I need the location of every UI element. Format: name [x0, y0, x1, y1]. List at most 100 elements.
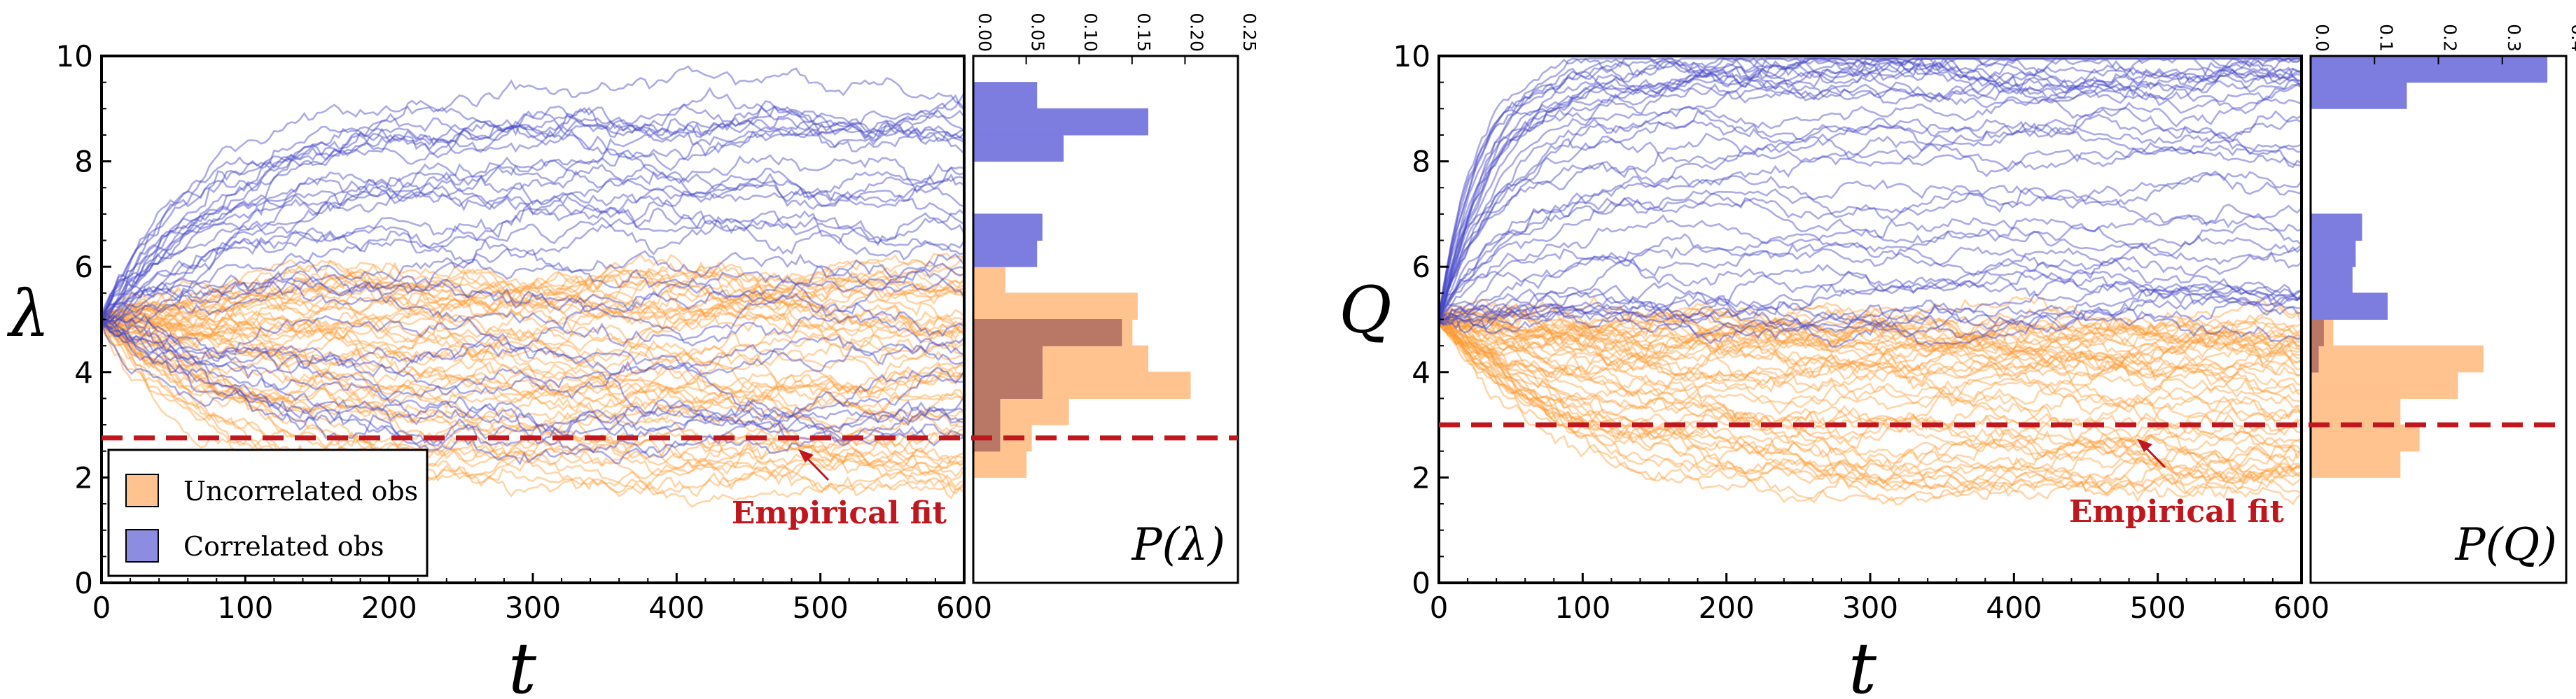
x-tick-label: 0: [92, 591, 111, 625]
correlated-trajectory: [1439, 269, 2302, 325]
hist-bar-overlap: [2310, 319, 2324, 346]
correlated-trajectory: [102, 119, 964, 319]
hist-tick-label: 0.20: [1186, 13, 1206, 52]
correlated-trajectory: [1439, 59, 2302, 323]
uncorrelated-trajectory: [102, 269, 964, 341]
uncorrelated-trajectory: [102, 256, 964, 320]
correlated-trajectory: [102, 320, 964, 440]
correlated-trajectory: [1439, 148, 2302, 320]
correlated-trajectory: [1439, 57, 2302, 319]
uncorrelated-trajectory: [1439, 316, 2302, 443]
uncorrelated-trajectory: [1439, 311, 2302, 395]
correlated-trajectory: [102, 265, 964, 330]
uncorrelated-trajectory: [1439, 318, 2302, 485]
x-tick-label: 200: [1699, 591, 1755, 625]
fit-label-lambda: Empirical fit: [732, 495, 947, 531]
uncorrelated-trajectory: [102, 313, 964, 445]
uncorrelated-trajectory: [102, 270, 964, 360]
x-tick-label: 200: [361, 591, 417, 625]
correlated-trajectory: [1439, 82, 2302, 317]
uncorrelated-trajectory: [1439, 301, 2302, 356]
correlated-trajectory: [1439, 285, 2302, 348]
y-tick-label: 2: [1412, 460, 1430, 495]
uncorrelated-trajectory: [1439, 319, 2302, 431]
uncorrelated-trajectory: [102, 283, 964, 344]
hist-bar-correlated: [973, 240, 1038, 267]
uncorrelated-trajectory: [1439, 316, 2302, 367]
hist-tick-label: 0.2: [2440, 24, 2460, 52]
hist-bar-uncorrelated: [2310, 397, 2401, 425]
hist-tick-label: 0.05: [1028, 13, 1048, 52]
uncorrelated-trajectory: [1439, 318, 2302, 407]
y-tick-label: 8: [74, 145, 93, 179]
x-tick-label: 500: [793, 591, 849, 625]
uncorrelated-trajectory: [102, 285, 964, 337]
hist-bar-correlated: [973, 82, 1038, 109]
correlated-trajectory: [102, 87, 964, 320]
correlated-trajectory: [102, 105, 964, 318]
correlated-trajectory: [102, 199, 964, 315]
correlated-trajectory: [102, 103, 964, 316]
uncorrelated-trajectory: [102, 271, 964, 330]
uncorrelated-trajectory: [102, 296, 964, 353]
uncorrelated-trajectory: [1439, 320, 2302, 490]
correlated-trajectory: [102, 128, 964, 323]
uncorrelated-trajectory: [1439, 311, 2302, 491]
hist-bar-correlated: [2310, 213, 2362, 241]
correlated-trajectory: [1439, 293, 2302, 330]
correlated-trajectory: [102, 204, 964, 325]
hist-bar-uncorrelated: [2310, 372, 2458, 399]
uncorrelated-trajectory: [1439, 308, 2302, 358]
uncorrelated-trajectory: [1439, 316, 2302, 495]
correlated-trajectory: [1439, 57, 2302, 323]
correlated-trajectory: [1439, 275, 2302, 323]
hist-bar-overlap: [973, 397, 1001, 425]
hist-bar-uncorrelated: [2310, 424, 2420, 452]
correlated-trajectory: [1439, 68, 2302, 320]
hist-axis-label-q: P(Q): [2455, 519, 2557, 571]
correlated-trajectory: [102, 166, 964, 319]
x-tick-label: 300: [1842, 591, 1898, 625]
uncorrelated-trajectory: [1439, 322, 2302, 479]
uncorrelated-trajectory: [1439, 320, 2302, 409]
hist-bar-uncorrelated: [973, 292, 1138, 320]
uncorrelated-trajectory: [102, 259, 964, 321]
legend-label-uncorrelated: Uncorrelated obs: [183, 476, 418, 507]
correlated-trajectory: [1439, 259, 2302, 326]
hist-frame-q: [2309, 55, 2568, 584]
uncorrelated-trajectory: [1439, 313, 2302, 360]
y-tick-label: 8: [1412, 145, 1430, 179]
correlated-trajectory: [102, 320, 964, 442]
x-tick-label: 500: [2130, 591, 2186, 625]
hist-bar-overlap: [973, 372, 1043, 399]
fit-arrow-head-lambda: [798, 449, 814, 463]
correlated-trajectory: [1439, 307, 2302, 342]
x-tick-label: 0: [1430, 591, 1449, 625]
x-axis-label-lambda: t: [508, 628, 537, 699]
y-tick-label: 0: [1412, 566, 1430, 600]
y-axis-label-q: Q: [1339, 273, 1391, 348]
correlated-trajectory: [1439, 281, 2302, 339]
hist-bar-correlated: [2310, 82, 2407, 109]
correlated-trajectory: [102, 99, 964, 320]
uncorrelated-trajectory: [102, 320, 964, 478]
correlated-trajectory: [102, 234, 964, 319]
correlated-trajectory: [1439, 241, 2302, 318]
correlated-trajectory: [102, 250, 964, 325]
legend: Uncorrelated obs Correlated obs: [107, 449, 429, 577]
fit-label-q: Empirical fit: [2069, 494, 2285, 530]
correlated-trajectory: [102, 155, 964, 321]
x-tick-label: 600: [936, 591, 992, 625]
axes-lambda: 0.00 0.05 0.10 0.15 0.20 0.250 100 200 300 400 500…: [56, 13, 1260, 625]
uncorrelated-trajectory: [102, 309, 964, 414]
uncorrelated-trajectory: [102, 312, 964, 378]
uncorrelated-trajectory: [102, 302, 964, 371]
uncorrelated-trajectory: [102, 314, 964, 497]
uncorrelated-trajectory: [102, 325, 964, 488]
uncorrelated-trajectory: [102, 316, 964, 497]
uncorrelated-trajectory: [1439, 319, 2302, 388]
uncorrelated-trajectory: [102, 292, 964, 365]
uncorrelated-trajectory: [1439, 313, 2302, 391]
uncorrelated-trajectory: [1439, 304, 2302, 376]
correlated-trajectory: [1439, 171, 2302, 320]
